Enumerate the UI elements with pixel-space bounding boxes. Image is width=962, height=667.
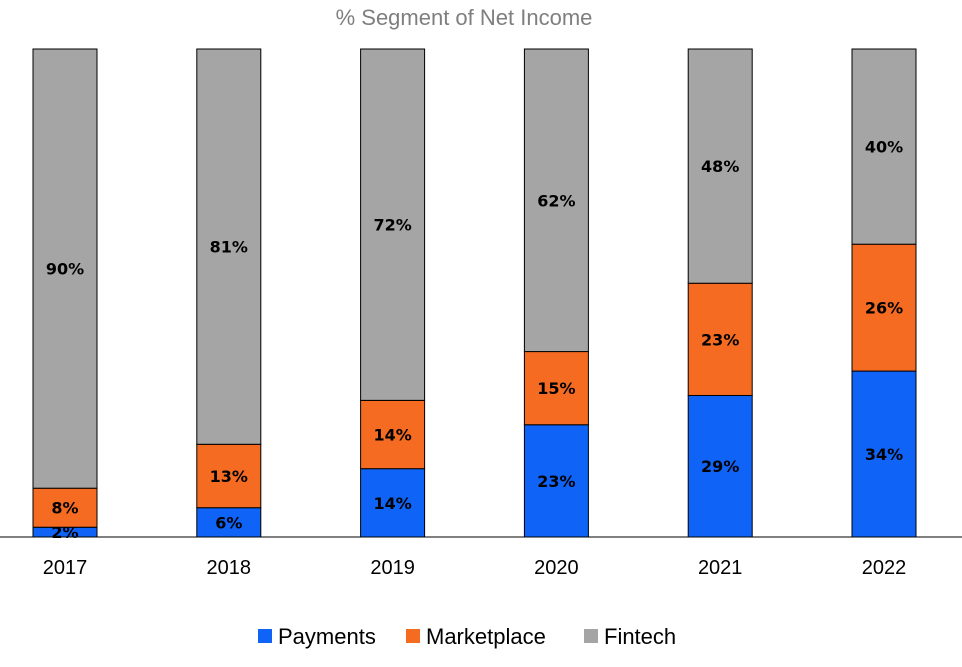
- legend-label-payments: Payments: [278, 624, 376, 649]
- legend-swatch-payments: [258, 629, 272, 643]
- bar-marketplace-2017: [32, 487, 98, 528]
- data-label-marketplace-2021: 23%: [701, 330, 739, 349]
- x-tick-label-2017: 2017: [43, 557, 88, 579]
- data-label-payments-2020: 23%: [537, 472, 575, 491]
- legend: Payments Marketplace Fintech: [258, 624, 676, 649]
- data-label-payments-2022: 34%: [865, 445, 903, 464]
- data-label-marketplace-2019: 14%: [373, 426, 411, 445]
- data-label-payments-2018: 6%: [215, 513, 242, 532]
- x-tick-label-2018: 2018: [207, 557, 252, 579]
- chart-title: % Segment of Net Income: [336, 5, 593, 30]
- data-label-fintech-2018: 81%: [210, 238, 248, 257]
- legend-label-fintech: Fintech: [604, 624, 676, 649]
- data-label-fintech-2019: 72%: [373, 216, 411, 235]
- data-label-payments-2019: 14%: [373, 494, 411, 513]
- bar-fintech-2022: [851, 48, 917, 245]
- x-tick-label-2020: 2020: [534, 557, 579, 579]
- bar-marketplace-2020: [523, 351, 589, 426]
- bar-fintech-2021: [687, 48, 753, 284]
- legend-swatch-fintech: [584, 629, 598, 643]
- x-axis-ticks: 2017 2018 2019 2020 2021 2022: [43, 557, 907, 579]
- bars-layer: 2%8%90%6%13%81%14%14%72%23%15%62%29%23%4…: [32, 48, 917, 542]
- data-label-marketplace-2018: 13%: [210, 467, 248, 486]
- data-label-marketplace-2022: 26%: [865, 299, 903, 318]
- data-label-fintech-2017: 90%: [46, 260, 84, 279]
- data-label-marketplace-2017: 8%: [51, 499, 78, 518]
- x-tick-label-2021: 2021: [698, 557, 743, 579]
- data-label-fintech-2021: 48%: [701, 157, 739, 176]
- bar-payments-2020: [523, 424, 589, 538]
- bar-fintech-2018: [196, 48, 262, 445]
- bar-marketplace-2021: [687, 282, 753, 396]
- bar-payments-2021: [687, 394, 753, 538]
- data-label-payments-2021: 29%: [701, 457, 739, 476]
- bar-payments-2018: [196, 507, 262, 538]
- bar-fintech-2017: [32, 48, 98, 489]
- bar-marketplace-2019: [360, 399, 426, 470]
- bar-marketplace-2022: [851, 243, 917, 372]
- legend-swatch-marketplace: [406, 629, 420, 643]
- bar-fintech-2019: [360, 48, 426, 401]
- legend-label-marketplace: Marketplace: [426, 624, 546, 649]
- x-tick-label-2019: 2019: [370, 557, 415, 579]
- x-tick-label-2022: 2022: [862, 557, 907, 579]
- data-label-fintech-2022: 40%: [865, 138, 903, 157]
- bar-fintech-2020: [523, 48, 589, 353]
- data-label-fintech-2020: 62%: [537, 191, 575, 210]
- data-label-marketplace-2020: 15%: [537, 379, 575, 398]
